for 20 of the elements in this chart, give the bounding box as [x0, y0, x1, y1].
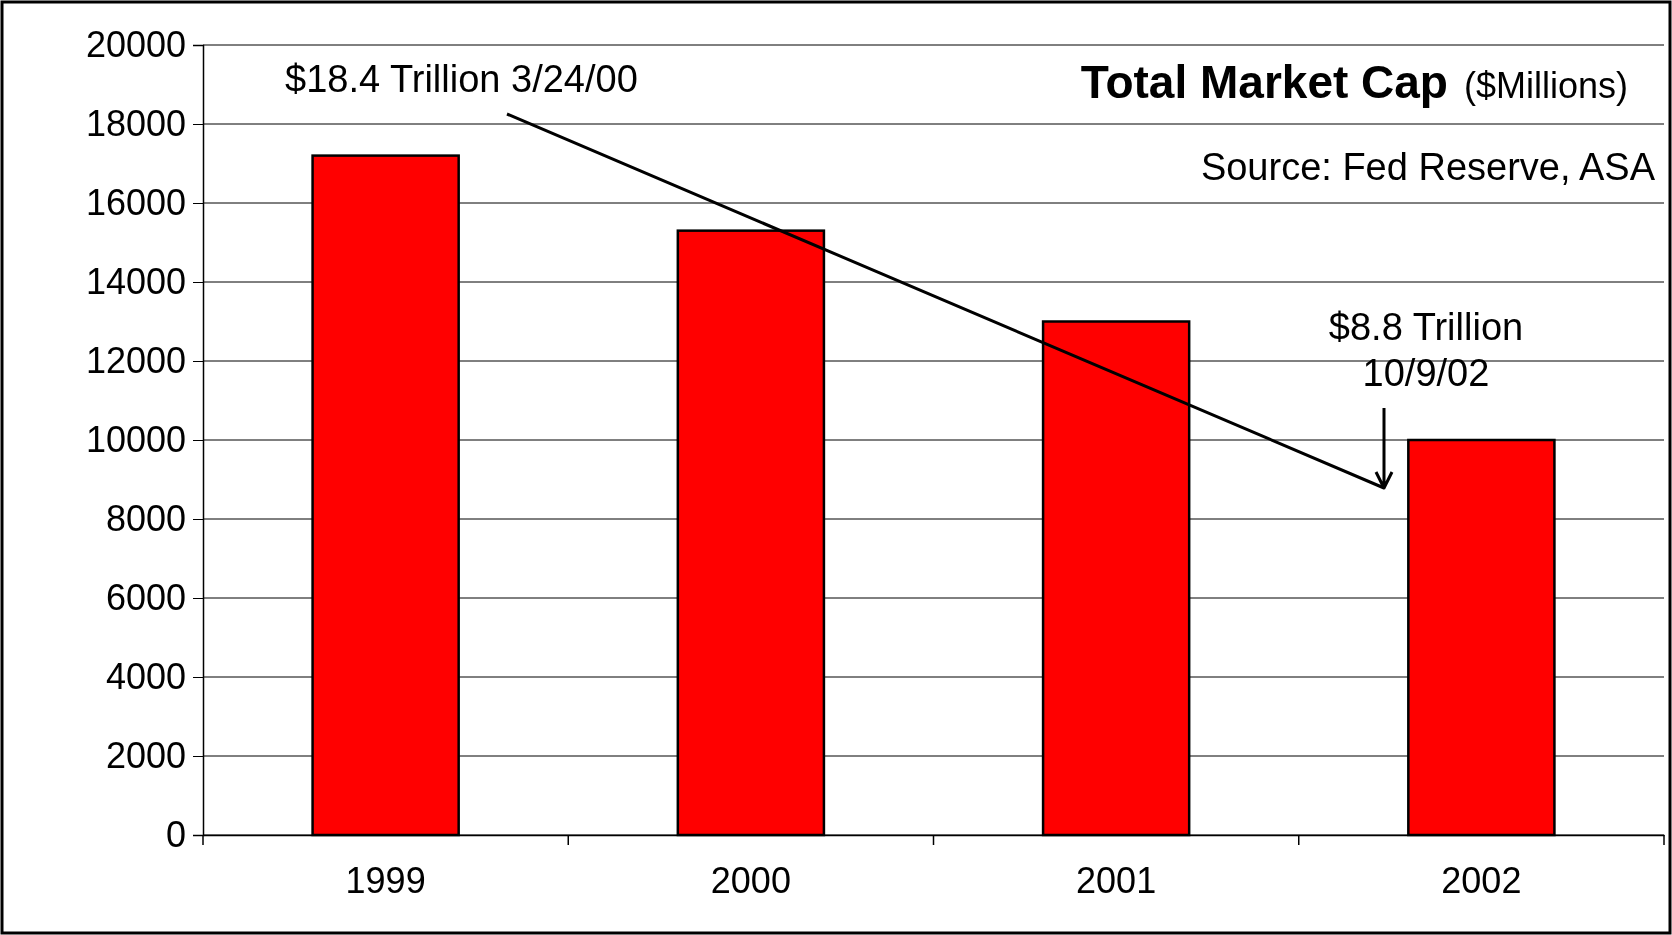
annotation: Source: Fed Reserve, ASA — [1200, 146, 1656, 188]
annotation: $18.4 Trillion 3/24/00 — [285, 58, 638, 100]
y-tick-label: 12000 — [85, 340, 186, 382]
y-tick-label: 2000 — [105, 735, 186, 777]
y-tick-label: 4000 — [105, 656, 186, 698]
x-tick-label: 2001 — [1076, 859, 1157, 901]
x-tick-label: 1999 — [345, 859, 426, 901]
x-tick-label: 2000 — [710, 859, 791, 901]
y-tick-label: 6000 — [105, 577, 186, 619]
y-tick-label: 18000 — [85, 103, 186, 145]
annotation: $8.8 Trillion 10/9/02 — [1328, 306, 1524, 394]
y-tick-label: 14000 — [85, 261, 186, 303]
y-tick-label: 20000 — [85, 24, 186, 66]
x-tick-label: 2002 — [1441, 859, 1522, 901]
chart-title: Total Market Cap — [1080, 56, 1448, 108]
y-tick-label: 16000 — [85, 182, 186, 224]
y-tick-label: 0 — [165, 814, 186, 856]
y-tick-label: 8000 — [105, 498, 186, 540]
text: ($Millions) — [1463, 65, 1628, 106]
y-tick-label: 10000 — [85, 419, 186, 461]
